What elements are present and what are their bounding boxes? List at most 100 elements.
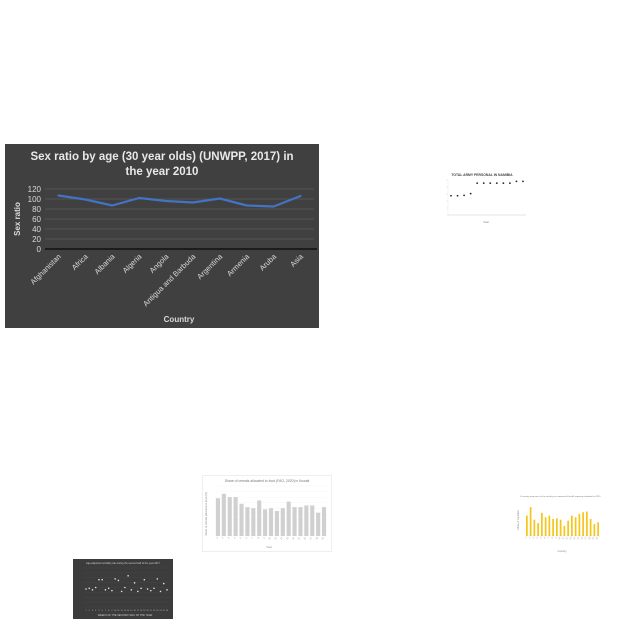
x-axis-label: Country <box>164 315 195 324</box>
army-point <box>450 194 452 197</box>
cereals-bar <box>316 512 321 536</box>
gridlines <box>45 188 317 250</box>
cereals-bar <box>321 507 327 536</box>
cereals-x-tick: 6 <box>245 536 249 540</box>
health-y-axis-label: Share of countries <box>517 509 520 529</box>
chart-title-line-2: the year 2010 <box>126 166 199 178</box>
cereals-x-tick: 9 <box>263 536 267 540</box>
health-chart-title: % country measures to the activity on co… <box>520 495 602 498</box>
mortality-x-tick: 21 <box>150 610 153 612</box>
health-x-tick: 12 <box>566 537 570 541</box>
cereals-x-tick: 11 <box>274 536 278 540</box>
health-x-tick: 14 <box>573 537 577 541</box>
health-x-tick: 16 <box>581 537 585 541</box>
x-tick-label: Afghanistan <box>28 252 62 286</box>
health-x-tick: 19 <box>592 537 596 541</box>
cereals-x-tick: 8 <box>257 536 261 540</box>
health-marks: 1 2 3 4 5 6 7 8 9 10 11 12 13 14 15 16 17 18 19 20 <box>525 507 600 540</box>
health-x-tick: 6 <box>544 537 547 540</box>
health-bar <box>563 525 566 536</box>
mortality-point <box>101 578 103 581</box>
health-x-tick: 15 <box>577 537 581 541</box>
cereals-x-tick: 14 <box>291 536 295 540</box>
health-bar <box>593 524 596 536</box>
cereals-x-tick: 16 <box>303 536 307 540</box>
mortality-x-tick: 3 <box>92 610 94 612</box>
y-tick-label: 120 <box>28 185 42 194</box>
cereals-bar <box>251 508 256 536</box>
mortality-point <box>146 588 149 590</box>
army-marks <box>446 179 526 216</box>
mortality-x-tick: 6 <box>102 610 104 612</box>
cereals-x-tick: 2 <box>221 536 225 540</box>
mortality-point <box>117 579 120 582</box>
mortality-point <box>111 589 113 592</box>
sex-ratio-chart: Sex ratio by age (30 year olds) (UNWPP, … <box>5 144 319 328</box>
mortality-x-tick: 24 <box>159 610 162 612</box>
health-bar <box>533 519 536 536</box>
cereals-bar <box>239 503 244 536</box>
health-bar <box>589 519 592 536</box>
x-ticks: Afghanistan Africa Albania Algeria AngolaAnt… <box>28 251 305 308</box>
health-bar <box>586 511 588 536</box>
cereals-x-tick: 18 <box>315 536 319 540</box>
cereals-x-axis-label: Year <box>266 545 272 549</box>
cereals-bar <box>227 497 232 536</box>
mortality-x-axis-label: WEEKS OF THE SECOND HALF OF THE YEAR <box>98 614 153 617</box>
mortality-x-tick: 13 <box>124 610 127 612</box>
mortality-x-tick: 26 <box>166 610 169 612</box>
cereals-x-tick: 19 <box>321 536 325 540</box>
health-bar <box>567 520 569 536</box>
mortality-chart: Age-adjusted mortality rate during the s… <box>73 559 173 619</box>
mortality-point <box>107 587 110 590</box>
cereals-x-tick: 1 <box>216 536 220 540</box>
health-bar <box>526 515 528 536</box>
mortality-x-tick: 12 <box>121 610 124 612</box>
y-tick-label: 0 <box>37 245 42 254</box>
mortality-x-tick: 14 <box>127 610 130 612</box>
health-bar <box>578 513 581 536</box>
army-point <box>476 182 479 185</box>
health-x-axis-label: Country <box>557 549 567 553</box>
y-tick-label: 60 <box>32 215 41 224</box>
mortality-point <box>153 587 155 590</box>
cereals-chart-svg: Share of cereals allocated to food (FAO,… <box>204 479 327 549</box>
health-x-tick: 9 <box>555 537 558 540</box>
mortality-x-tick: 19 <box>143 610 146 612</box>
mortality-point <box>88 587 91 590</box>
army-point <box>509 182 511 185</box>
mortality-point <box>124 586 126 589</box>
cereals-x-tick: 13 <box>285 536 289 540</box>
mortality-point <box>94 586 97 589</box>
health-bar <box>552 519 554 536</box>
mortality-x-tick: 10 <box>114 610 117 612</box>
health-x-tick: 20 <box>596 537 600 541</box>
health-bar <box>556 518 558 536</box>
mortality-x-tick: 4 <box>95 610 97 612</box>
mortality-point <box>162 582 165 585</box>
x-tick-label: Argentina <box>195 251 225 281</box>
mortality-point <box>85 588 87 590</box>
health-x-tick: 10 <box>558 537 562 541</box>
x-tick-label: Algeria <box>121 251 144 274</box>
cereals-bar <box>286 501 291 536</box>
y-tick-label: 20 <box>32 235 41 244</box>
cereals-chart-title: Share of cereals allocated to food (FAO,… <box>225 479 310 483</box>
health-x-tick: 17 <box>584 537 588 541</box>
army-point <box>522 180 524 183</box>
y-tick-label: 40 <box>32 225 41 234</box>
mortality-x-tick: 20 <box>146 610 149 612</box>
health-x-tick: 13 <box>569 537 573 541</box>
cereals-bar <box>221 493 226 536</box>
cereals-bar <box>280 508 285 536</box>
health-x-tick: 2 <box>529 537 532 540</box>
mortality-x-tick: 15 <box>130 610 133 612</box>
chart-title-line-1: Sex ratio by age (30 year olds) (UNWPP, … <box>30 151 293 163</box>
health-bar <box>559 519 562 536</box>
health-x-tick: 1 <box>525 537 528 540</box>
y-tick-label: 100 <box>28 195 42 204</box>
y-axis-label: Sex ratio <box>13 202 22 236</box>
mortality-point <box>114 578 116 580</box>
health-bar <box>529 507 532 536</box>
